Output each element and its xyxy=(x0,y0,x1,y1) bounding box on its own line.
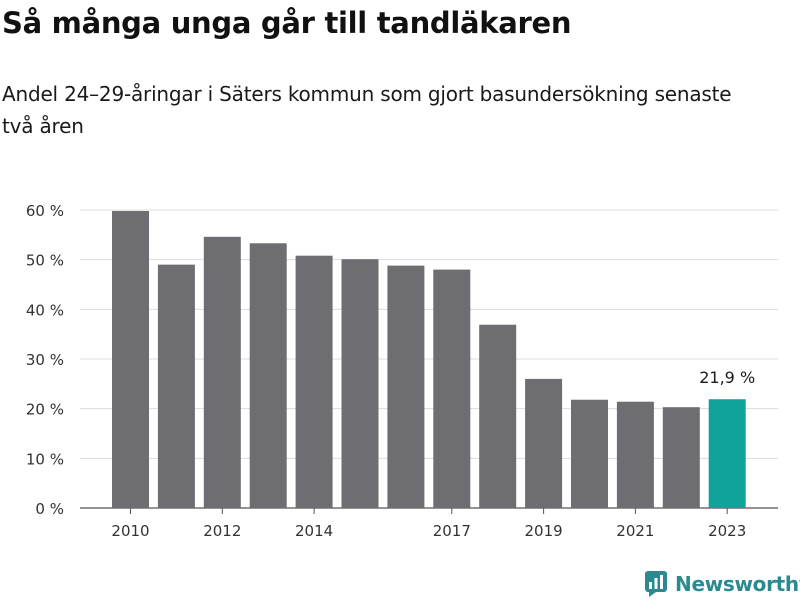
y-tick-label: 20 % xyxy=(26,401,64,419)
bar-2011 xyxy=(157,264,195,508)
x-tick-label: 2021 xyxy=(616,522,654,540)
y-tick-label: 30 % xyxy=(26,351,64,369)
y-tick-label: 50 % xyxy=(26,252,64,270)
brand-name: Newsworthy xyxy=(675,572,800,596)
bar-2014 xyxy=(295,255,333,508)
y-tick-label: 40 % xyxy=(26,301,64,319)
newsworthy-logo-icon xyxy=(645,571,667,597)
grid-lines xyxy=(80,209,778,509)
chart-subtitle: Andel 24–29-åringar i Säters kommun som … xyxy=(2,82,732,138)
y-tick-label: 0 % xyxy=(35,500,64,518)
bar-2010 xyxy=(112,210,149,508)
data-label-2023: 21,9 % xyxy=(699,368,755,387)
bar-2012 xyxy=(203,236,241,508)
x-tick-label: 2019 xyxy=(525,522,563,540)
x-axis-ticks: 2010 2012 2014 2017 2019 2021 2023 xyxy=(111,508,746,540)
y-tick-label: 10 % xyxy=(26,450,64,468)
bar-2021 xyxy=(616,401,654,508)
x-tick-label: 2023 xyxy=(708,522,746,540)
bars xyxy=(112,210,746,508)
chart-title: Så många unga går till tandläkaren xyxy=(2,6,572,40)
bar-2016 xyxy=(387,265,425,508)
bar-2019 xyxy=(525,378,563,508)
x-tick-label: 2017 xyxy=(433,522,471,540)
bar-2013 xyxy=(249,243,287,508)
bar-2017 xyxy=(433,269,471,508)
annotations: 21,9 % xyxy=(699,368,755,387)
brand-logo: Newsworthy xyxy=(645,569,800,599)
bar-2023 xyxy=(708,399,746,508)
x-tick-label: 2010 xyxy=(111,522,149,540)
bar-2020 xyxy=(571,399,608,508)
bar-2015 xyxy=(341,259,379,508)
bar-2022 xyxy=(662,407,700,508)
y-axis-ticks: 0 % 10 % 20 % 30 % 40 % 50 % 60 % xyxy=(26,202,64,518)
x-tick-label: 2012 xyxy=(203,522,241,540)
x-tick-label: 2014 xyxy=(295,522,333,540)
bar-2018 xyxy=(479,324,517,508)
y-tick-label: 60 % xyxy=(26,202,64,220)
